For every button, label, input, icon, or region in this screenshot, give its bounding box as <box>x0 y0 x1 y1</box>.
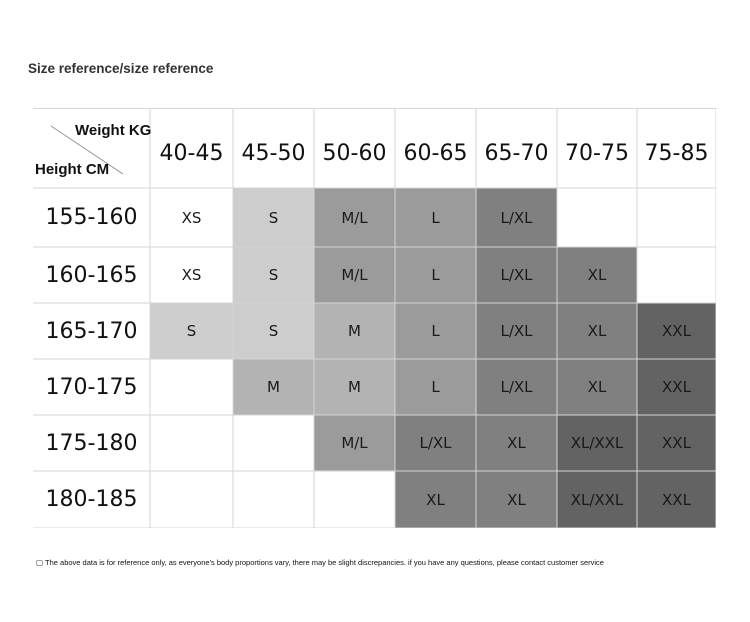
size-cell: XL <box>587 322 607 340</box>
column-header: 70-75 <box>565 140 629 166</box>
size-cell: M/L <box>341 208 368 227</box>
cell-bg <box>395 188 476 247</box>
size-cell: M/L <box>341 266 368 284</box>
chart-background <box>33 108 716 528</box>
size-cell: XL <box>587 378 607 396</box>
cell-bg <box>395 247 476 303</box>
cell-bg <box>637 415 716 471</box>
size-cell: L/XL <box>419 434 452 452</box>
size-cell: S <box>268 208 279 227</box>
corner-height-label: Height CM <box>35 161 110 178</box>
size-cell: XL/XXL <box>570 434 624 452</box>
cell-bg <box>637 471 716 528</box>
size-cell: M <box>267 378 280 396</box>
size-cell: XS <box>181 266 202 284</box>
cell-bg <box>637 359 716 415</box>
size-cell: M <box>348 322 361 340</box>
corner-diagonal <box>50 125 124 175</box>
size-cell: XL <box>507 434 526 452</box>
diagonal-shade-l-xl-lower <box>395 415 476 471</box>
row-header: 175-180 <box>45 430 138 456</box>
row-header: 180-185 <box>45 487 138 512</box>
size-cell: S <box>268 266 279 284</box>
size-cell: XXL <box>662 378 691 396</box>
cell-bg <box>395 471 476 528</box>
size-cell <box>150 359 233 415</box>
size-cell: L <box>431 208 440 227</box>
size-cell: L/XL <box>500 208 533 227</box>
cell-bg <box>314 471 395 528</box>
column-header: 45-50 <box>241 140 306 166</box>
size-cell: XXL <box>662 434 691 452</box>
cell-bg <box>314 303 395 359</box>
cell-bg <box>476 415 557 471</box>
column-header: 50-60 <box>322 140 387 166</box>
cell-bg <box>314 359 395 415</box>
size-cell: M/L <box>341 434 368 452</box>
cell-bg <box>557 303 637 359</box>
title: Size reference/size reference <box>28 61 214 76</box>
column-header: 75-85 <box>644 140 709 166</box>
size-cell: XL <box>426 490 445 509</box>
size-cell: L <box>431 378 440 396</box>
corner-weight-label: Weight KG <box>75 122 152 139</box>
row-header: 165-170 <box>45 318 138 344</box>
cell-bg <box>637 303 716 359</box>
size-chart: Weight KG Height CM 40-45 45-50 50-60 60-65… <box>33 108 716 528</box>
size-cell: XL <box>507 490 526 509</box>
row-header: 160-165 <box>45 262 138 288</box>
cell-bg <box>150 471 233 528</box>
cell-bg <box>557 359 637 415</box>
size-cell: M <box>348 378 361 396</box>
cell-bg <box>395 359 476 415</box>
size-cell <box>637 247 716 303</box>
column-header: 65-70 <box>484 140 549 166</box>
cell-bg <box>150 303 233 359</box>
cell-bg <box>557 247 637 303</box>
cell-bg <box>150 415 233 471</box>
size-cell: S <box>186 322 197 340</box>
size-cell: S <box>268 322 279 340</box>
size-cell: L/XL <box>500 266 533 284</box>
size-cell <box>233 415 314 471</box>
diagonal-shade-l-xl <box>476 188 557 415</box>
cell-bg <box>233 471 314 528</box>
cell-bg <box>233 188 314 247</box>
cell-bg <box>637 188 716 247</box>
size-cell <box>233 471 314 528</box>
size-cell <box>637 188 716 247</box>
size-cell: L/XL <box>500 378 533 396</box>
cell-bg <box>233 303 314 359</box>
size-cell: XL <box>587 266 607 284</box>
size-cell: XXL <box>662 490 691 509</box>
cell-bg <box>150 188 233 247</box>
size-cell <box>150 471 233 528</box>
size-cell: L <box>431 266 440 284</box>
size-cell: XS <box>181 208 202 227</box>
cell-bg <box>395 303 476 359</box>
size-cell <box>314 471 395 528</box>
cell-bg <box>233 247 314 303</box>
diagonal-shade-m-l <box>314 188 395 303</box>
row-header: 170-175 <box>45 374 138 400</box>
cell-bg <box>233 415 314 471</box>
size-cell: L/XL <box>500 322 533 340</box>
size-cell: XXL <box>662 322 691 340</box>
size-cell <box>557 188 637 247</box>
cell-bg <box>637 247 716 303</box>
size-cell: XL/XXL <box>570 490 624 509</box>
size-cell <box>150 415 233 471</box>
footnote: ▢ The above data is for reference only, … <box>36 558 604 567</box>
cell-bg <box>233 359 314 415</box>
size-cell: L <box>431 322 440 340</box>
cell-bg <box>557 188 637 247</box>
cell-bg <box>476 471 557 528</box>
cell-bg <box>150 359 233 415</box>
column-header: 60-65 <box>403 140 468 166</box>
row-header: 155-160 <box>45 205 138 230</box>
cell-bg <box>150 247 233 303</box>
diagonal-shade-m-l-lower <box>314 415 395 471</box>
column-header: 40-45 <box>159 140 224 166</box>
